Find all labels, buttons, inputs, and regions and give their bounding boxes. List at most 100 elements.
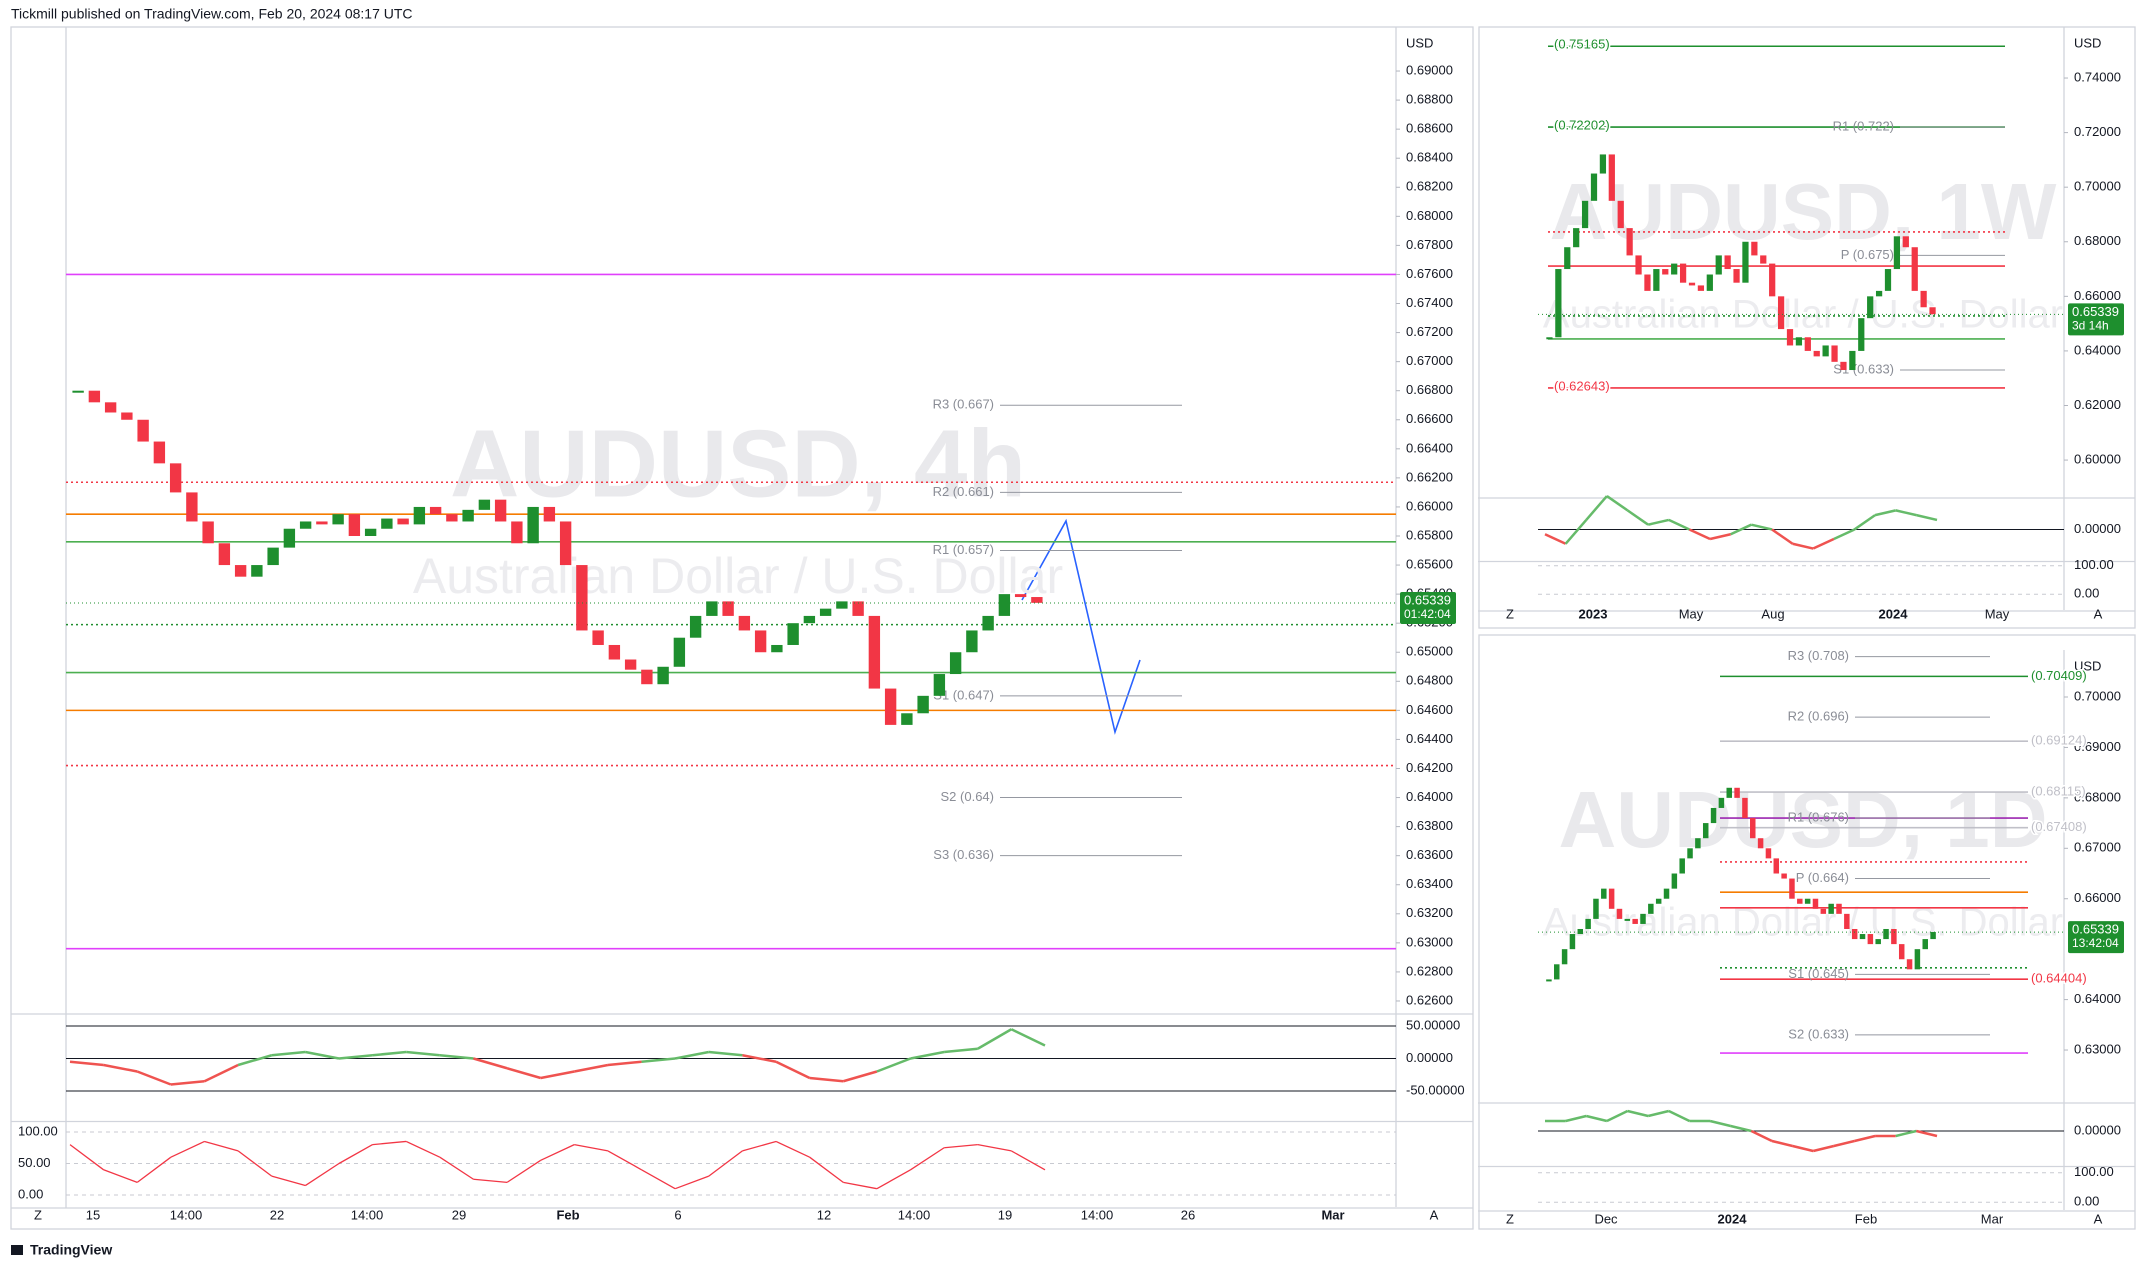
candle-body: [852, 601, 864, 616]
candle-body: [1585, 918, 1591, 929]
scale-button[interactable]: A: [1430, 1207, 1439, 1222]
brand-logo: [11, 1245, 23, 1255]
brand-name: TradingView: [30, 1242, 112, 1258]
price-tick-label: 0.67400: [1406, 295, 1453, 310]
oscillator-segment: [506, 1067, 542, 1080]
candle-body: [104, 402, 117, 413]
scale-button[interactable]: A: [2094, 1211, 2103, 1226]
oscillator-segment: [1627, 1109, 1649, 1118]
oscillator-segment: [574, 1143, 609, 1152]
candle-body: [1608, 154, 1615, 201]
pivot-label: R2 (0.661): [933, 484, 994, 499]
time-label: 14:00: [1081, 1207, 1114, 1222]
price-tick-label: 0.66400: [1406, 440, 1453, 455]
oscillator-segment: [540, 1144, 575, 1161]
scale-button[interactable]: Z: [34, 1207, 42, 1222]
oscillator-segment: [1668, 1109, 1690, 1123]
candle-body: [1760, 255, 1767, 264]
candle-body: [1710, 807, 1717, 824]
candle-body: [1601, 888, 1607, 899]
time-label: 12: [817, 1207, 831, 1222]
oscillator-segment: [1730, 523, 1752, 536]
oscillator-segment: [1854, 1134, 1876, 1143]
price-tick-label: 0.64000: [1406, 789, 1453, 804]
candle-body: [1750, 818, 1756, 839]
countdown-label: 01:42:04: [1404, 607, 1451, 621]
oscillator-segment: [1833, 528, 1855, 541]
oscillator-segment: [1916, 513, 1938, 522]
candle-body: [1822, 345, 1829, 357]
oscillator-segment: [1606, 495, 1629, 512]
oscillator-segment: [1750, 1129, 1773, 1143]
candle-body: [1898, 944, 1905, 960]
oscillator-segment: [439, 1054, 474, 1060]
oscillator-segment: [1895, 509, 1917, 517]
candle-body: [1930, 932, 1936, 940]
time-label: 2024: [1718, 1211, 1748, 1226]
candle-body: [234, 565, 247, 577]
price-tick-label: 0.68800: [1406, 92, 1453, 107]
pivot-label: S1 (0.647): [933, 687, 994, 702]
price-level-label: (0.67408): [2031, 819, 2087, 834]
candle-body: [868, 615, 881, 689]
candle-body: [429, 506, 442, 515]
candle-body: [998, 594, 1011, 616]
price-tick-label: 0.67200: [1406, 324, 1453, 339]
candle-body: [641, 669, 653, 685]
candle-body: [559, 521, 572, 566]
candle-body: [1769, 263, 1776, 297]
candle-body: [1687, 848, 1693, 859]
oscillator-tick-label: 100.00: [2074, 1164, 2114, 1179]
oscillator-segment: [271, 1050, 306, 1057]
scale-button[interactable]: A: [2094, 606, 2103, 621]
oscillator-segment: [305, 1050, 340, 1060]
oscillator-segment: [1565, 1114, 1587, 1123]
oscillator-segment: [237, 1054, 273, 1067]
pivot-label: R1 (0.676): [1788, 809, 1849, 824]
scale-button[interactable]: Z: [1506, 606, 1514, 621]
oscillator-segment: [136, 1070, 172, 1086]
oscillator-segment: [1730, 1124, 1752, 1133]
oscillator-tick-label: 50.00000: [1406, 1017, 1460, 1032]
oscillator-segment: [439, 1156, 474, 1180]
candle-body: [884, 688, 897, 725]
candle-body: [1902, 236, 1909, 248]
time-label: 2023: [1579, 606, 1608, 621]
price-tick-label: 0.68000: [2074, 789, 2121, 804]
oscillator-segment: [1606, 1109, 1629, 1123]
scale-button[interactable]: Z: [1506, 1211, 1514, 1226]
pivot-label: R2 (0.696): [1788, 709, 1849, 724]
time-label: Feb: [556, 1207, 579, 1222]
candle-body: [348, 514, 361, 537]
oscillator-segment: [204, 1140, 239, 1152]
price-level-label: (0.68115): [2031, 784, 2086, 799]
candle-body: [1617, 200, 1624, 229]
price-tick-label: 0.66800: [1406, 382, 1453, 397]
pivot-label: S2 (0.633): [1788, 1026, 1849, 1041]
last-price-label: 0.65339: [1404, 592, 1451, 607]
oscillator-segment: [1647, 518, 1670, 526]
candle-body: [1644, 274, 1651, 291]
candle-body: [1875, 939, 1881, 945]
candle-body: [1867, 934, 1874, 945]
oscillator-segment: [910, 1050, 945, 1060]
price-tick-label: 0.66200: [1406, 469, 1453, 484]
candle-body: [1546, 337, 1553, 340]
candle-body: [1679, 858, 1685, 874]
symbol-watermark: AUDUSD, 1W: [1550, 167, 2057, 256]
candle-body: [1742, 241, 1749, 283]
candle-body: [1831, 345, 1838, 362]
candle-body: [1593, 898, 1599, 919]
oscillator-tick-label: 100.00: [2074, 557, 2114, 572]
oscillator-segment: [742, 1054, 777, 1063]
candle-body: [1820, 908, 1827, 914]
candle-body: [1715, 255, 1722, 275]
oscillator-segment: [842, 1070, 878, 1083]
oscillator-segment: [1853, 514, 1876, 531]
candle-body: [1911, 247, 1918, 291]
oscillator-segment: [977, 1143, 1012, 1152]
price-tick-label: 0.74000: [2074, 69, 2121, 84]
oscillator-segment: [1585, 1114, 1608, 1123]
candle-body: [332, 514, 344, 525]
oscillator-segment: [708, 1050, 743, 1057]
